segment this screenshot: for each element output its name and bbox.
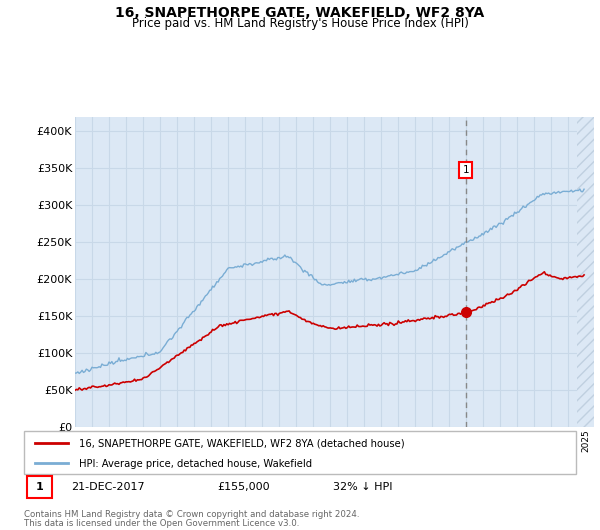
Text: 32% ↓ HPI: 32% ↓ HPI	[333, 482, 392, 492]
Text: £155,000: £155,000	[217, 482, 270, 492]
Text: Contains HM Land Registry data © Crown copyright and database right 2024.: Contains HM Land Registry data © Crown c…	[24, 510, 359, 519]
Text: 16, SNAPETHORPE GATE, WAKEFIELD, WF2 8YA (detached house): 16, SNAPETHORPE GATE, WAKEFIELD, WF2 8YA…	[79, 439, 405, 449]
Text: 16, SNAPETHORPE GATE, WAKEFIELD, WF2 8YA: 16, SNAPETHORPE GATE, WAKEFIELD, WF2 8YA	[115, 6, 485, 20]
Text: 1: 1	[463, 165, 469, 175]
Text: 21-DEC-2017: 21-DEC-2017	[71, 482, 145, 492]
Text: Price paid vs. HM Land Registry's House Price Index (HPI): Price paid vs. HM Land Registry's House …	[131, 17, 469, 30]
Text: 1: 1	[35, 482, 43, 492]
Text: This data is licensed under the Open Government Licence v3.0.: This data is licensed under the Open Gov…	[24, 519, 299, 528]
Text: HPI: Average price, detached house, Wakefield: HPI: Average price, detached house, Wake…	[79, 460, 313, 470]
Polygon shape	[577, 117, 594, 427]
Bar	[27, 476, 52, 498]
